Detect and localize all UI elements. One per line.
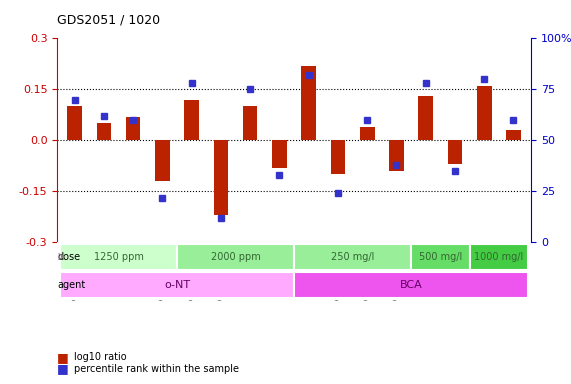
Bar	[389, 141, 404, 171]
FancyBboxPatch shape	[294, 272, 528, 298]
FancyBboxPatch shape	[469, 244, 528, 270]
Bar	[96, 123, 111, 141]
Text: percentile rank within the sample: percentile rank within the sample	[74, 364, 239, 374]
Text: log10 ratio: log10 ratio	[74, 352, 127, 362]
FancyBboxPatch shape	[60, 244, 177, 270]
Bar	[126, 117, 140, 141]
Bar	[477, 86, 492, 141]
Bar	[301, 66, 316, 141]
Text: ■: ■	[57, 351, 69, 364]
Text: 250 mg/l: 250 mg/l	[331, 252, 374, 262]
Bar	[448, 141, 463, 164]
Bar	[214, 141, 228, 215]
Bar	[184, 99, 199, 141]
Bar	[272, 141, 287, 167]
FancyBboxPatch shape	[411, 244, 469, 270]
Text: agent: agent	[57, 280, 85, 290]
Bar	[419, 96, 433, 141]
FancyBboxPatch shape	[294, 244, 411, 270]
Bar	[243, 106, 258, 141]
Text: dose: dose	[57, 252, 80, 262]
Text: BCA: BCA	[400, 280, 423, 290]
Bar	[331, 141, 345, 174]
Bar	[506, 130, 521, 141]
Bar	[67, 106, 82, 141]
Text: o-NT: o-NT	[164, 280, 190, 290]
Bar	[360, 127, 375, 141]
FancyBboxPatch shape	[60, 272, 294, 298]
Text: 1000 mg/l: 1000 mg/l	[475, 252, 524, 262]
Text: ■: ■	[57, 362, 69, 375]
Bar	[155, 141, 170, 181]
Text: 1250 ppm: 1250 ppm	[94, 252, 143, 262]
Text: 500 mg/l: 500 mg/l	[419, 252, 462, 262]
Text: GDS2051 / 1020: GDS2051 / 1020	[57, 14, 160, 27]
FancyBboxPatch shape	[177, 244, 294, 270]
Text: 2000 ppm: 2000 ppm	[211, 252, 260, 262]
